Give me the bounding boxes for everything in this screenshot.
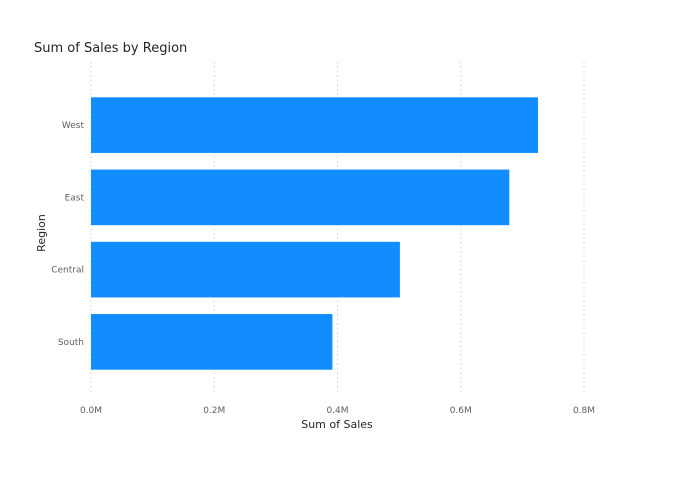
bars bbox=[91, 97, 539, 370]
x-tick-labels: 0.0M 0.2M 0.4M 0.6M 0.8M bbox=[80, 406, 595, 416]
chart-title: Sum of Sales by Region bbox=[34, 41, 187, 56]
x-tick-label: 0.4M bbox=[326, 406, 348, 416]
x-tick-label: 0.2M bbox=[203, 406, 225, 416]
y-tick-label: Central bbox=[51, 266, 84, 276]
x-tick-label: 0.6M bbox=[450, 406, 472, 416]
bar-south[interactable] bbox=[91, 314, 333, 370]
y-tick-label: South bbox=[58, 338, 84, 348]
bar-central[interactable] bbox=[91, 241, 400, 298]
y-tick-label: West bbox=[62, 121, 85, 131]
x-tick-label: 0.8M bbox=[573, 406, 595, 416]
x-axis-title: Sum of Sales bbox=[301, 418, 373, 431]
y-tick-label: East bbox=[65, 193, 85, 203]
bar-west[interactable] bbox=[91, 97, 539, 153]
y-axis-title: Region bbox=[35, 214, 48, 252]
x-tick-label: 0.0M bbox=[80, 406, 102, 416]
y-tick-labels: West East Central South bbox=[51, 121, 84, 348]
bar-east[interactable] bbox=[91, 169, 510, 226]
